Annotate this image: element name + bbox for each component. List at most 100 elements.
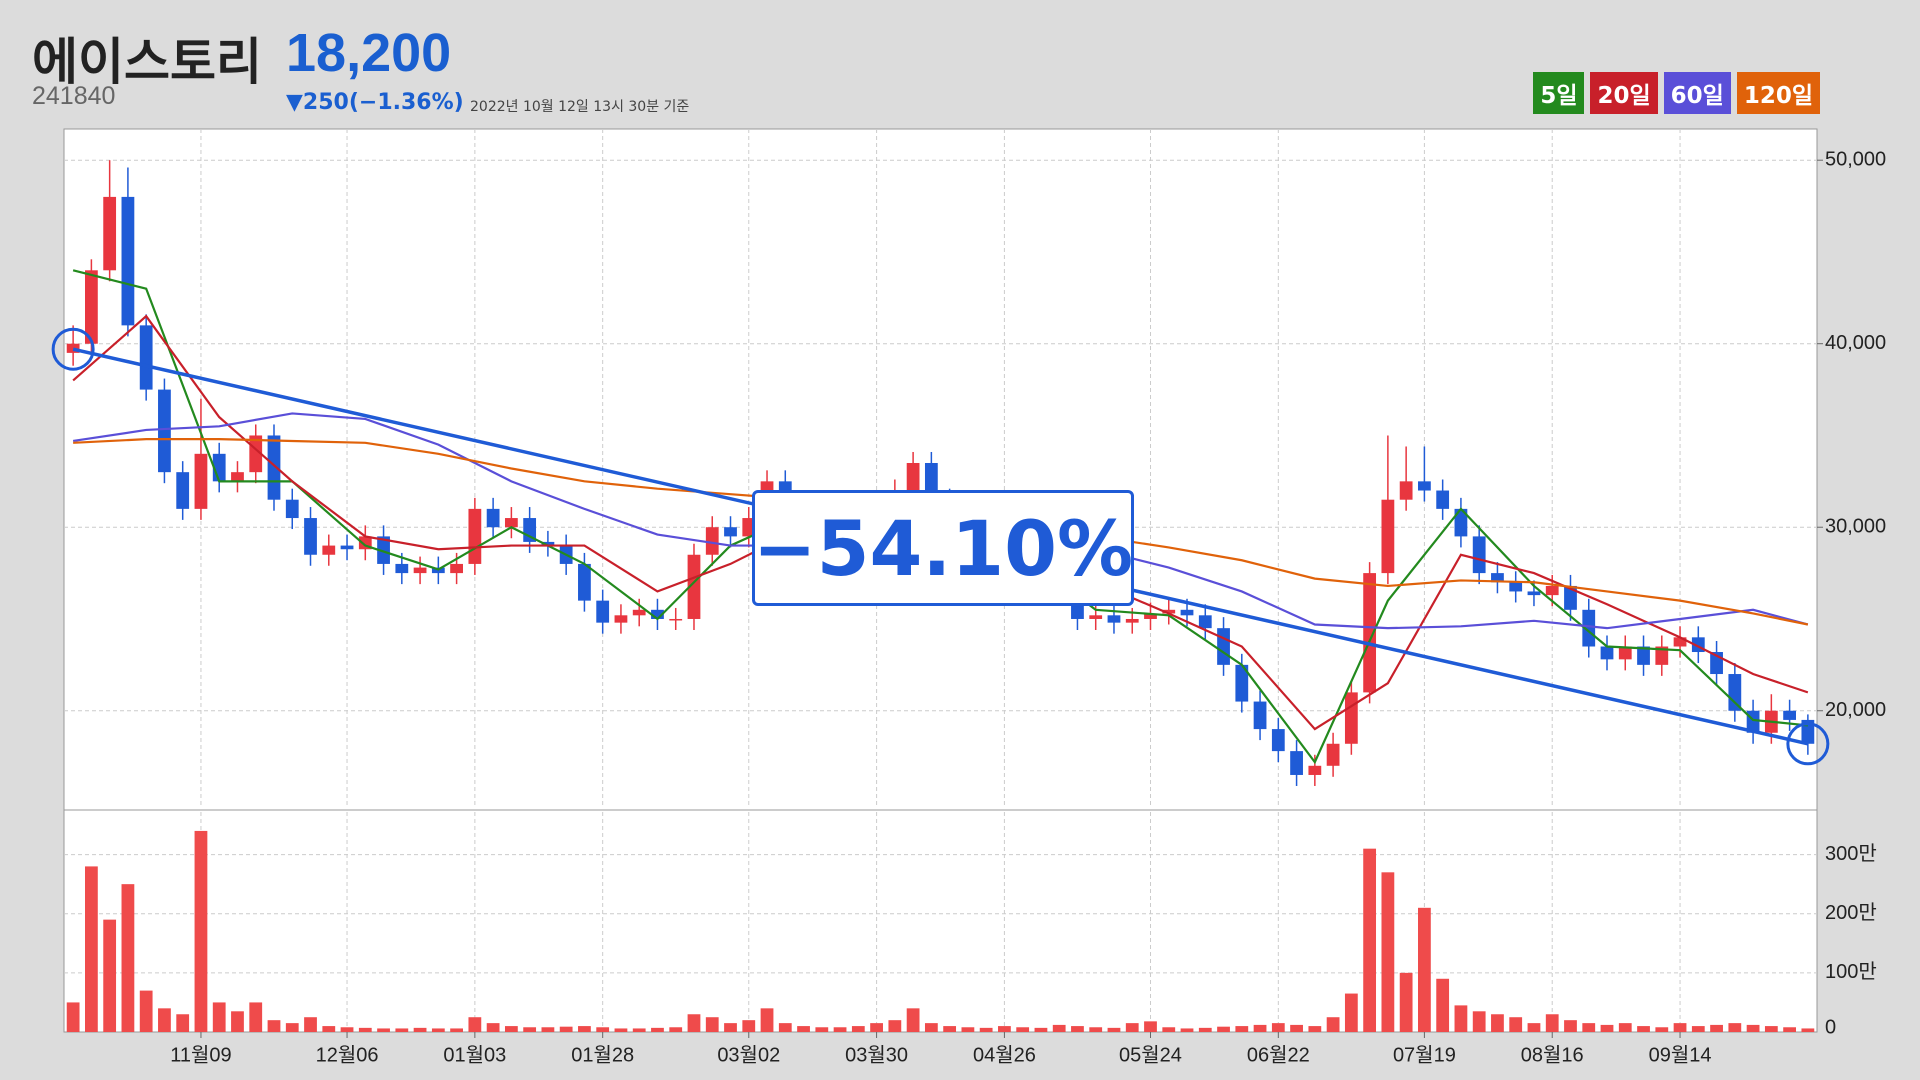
volume-bar: [340, 1027, 354, 1032]
candle-body: [468, 508, 482, 564]
candle-body: [121, 196, 135, 326]
volume-bar: [669, 1027, 683, 1032]
volume-bar: [1344, 993, 1358, 1032]
candle-body: [1436, 490, 1450, 509]
y-tick-label: 50,000: [1825, 148, 1886, 170]
volume-bar: [1144, 1021, 1157, 1032]
volume-bar: [1381, 872, 1395, 1032]
volume-bar: [1308, 1026, 1322, 1032]
candle-body: [578, 563, 591, 601]
volume-bar: [486, 1023, 500, 1032]
candle-body: [158, 389, 171, 473]
volume-bar: [1107, 1027, 1121, 1032]
candle-body: [1509, 582, 1523, 592]
candle-body: [541, 541, 555, 546]
candle-body: [377, 536, 390, 564]
volume-bar: [1326, 1017, 1340, 1032]
x-tick-label: 09월14: [1649, 1043, 1712, 1066]
volume-bar: [468, 1017, 482, 1032]
price-change: ▼250(−1.36%): [286, 90, 464, 115]
y-tick-label: 40,000: [1825, 332, 1886, 354]
y-tick-label: 30,000: [1825, 516, 1886, 538]
x-tick-label: 11월09: [170, 1043, 231, 1066]
volume-bar: [705, 1017, 719, 1032]
candle-body: [1162, 609, 1176, 614]
volume-bar: [979, 1027, 993, 1032]
x-tick-label: 03월02: [717, 1043, 780, 1066]
volume-bar: [1600, 1024, 1614, 1032]
candle-body: [1363, 573, 1377, 693]
volume-bar: [1125, 1023, 1139, 1032]
candle-body: [285, 499, 299, 519]
x-tick-label: 07월19: [1393, 1043, 1456, 1066]
candle-body: [632, 609, 646, 616]
candle-body: [413, 567, 427, 574]
candle-body: [1217, 628, 1230, 665]
volume-bar: [797, 1026, 810, 1032]
candle-body: [267, 435, 281, 500]
volume-bar: [1673, 1023, 1687, 1032]
volume-bar: [1582, 1023, 1596, 1032]
candle-body: [176, 472, 190, 509]
volume-bar: [1710, 1024, 1723, 1032]
volume-bar: [1162, 1027, 1176, 1032]
candle-body: [1527, 591, 1541, 596]
candle-body: [66, 343, 80, 353]
candle-body: [614, 615, 628, 623]
candle-body: [304, 518, 317, 555]
volume-bar: [1052, 1024, 1066, 1032]
volume-bar: [596, 1027, 610, 1032]
volume-bar: [523, 1027, 537, 1032]
candle-body: [1600, 646, 1614, 660]
candle-body: [1107, 615, 1121, 623]
candle-body: [1564, 585, 1577, 610]
volume-bar: [724, 1023, 737, 1032]
volume-bar: [1454, 1005, 1468, 1032]
volume-bar: [1637, 1026, 1650, 1032]
x-tick-label: 04월26: [973, 1043, 1036, 1066]
legend-entry: 120일: [1736, 72, 1820, 114]
volume-bar: [322, 1026, 336, 1032]
candle-body: [1253, 701, 1267, 730]
y-tick-label: 0: [1825, 1016, 1836, 1038]
volume-bar: [1363, 848, 1377, 1032]
candle-body: [1673, 637, 1687, 647]
legend-entry: 5일: [1533, 72, 1585, 114]
candle-body: [103, 196, 117, 271]
volume-bar: [504, 1026, 518, 1032]
x-tick-label: 12월06: [316, 1043, 379, 1066]
volume-bar: [1253, 1024, 1267, 1032]
candle-body: [724, 527, 737, 537]
candle-body: [1290, 751, 1303, 775]
volume-bar: [1290, 1024, 1303, 1032]
candle-body: [1235, 664, 1249, 702]
candle-body: [1271, 729, 1285, 752]
volume-bar: [1618, 1023, 1632, 1032]
candle-body: [742, 518, 756, 537]
candle-body: [1381, 499, 1395, 574]
volume-bar: [377, 1028, 390, 1032]
y-tick-label: 100만: [1825, 960, 1877, 983]
volume-bar: [1746, 1024, 1760, 1032]
candle-body: [504, 518, 518, 528]
volume-bar: [1016, 1027, 1030, 1032]
volume-bar: [1089, 1027, 1103, 1032]
candle-body: [906, 462, 920, 491]
volume-bar: [358, 1027, 372, 1032]
candle-body: [1180, 609, 1194, 616]
y-tick-label: 200만: [1825, 901, 1877, 924]
trend-endpoint: [51, 327, 95, 371]
volume-bar: [888, 1020, 902, 1032]
volume-bar: [906, 1008, 920, 1032]
volume-bar: [1472, 1011, 1486, 1032]
candle-body: [1454, 508, 1468, 537]
volume-bar: [815, 1027, 829, 1032]
volume-bar: [541, 1027, 555, 1032]
volume-bar: [1728, 1023, 1742, 1032]
legend-entry: 60일: [1663, 72, 1731, 114]
candle-body: [194, 453, 208, 509]
volume-bar: [158, 1008, 171, 1032]
volume-bar: [1509, 1017, 1523, 1032]
volume-bar: [231, 1011, 244, 1032]
